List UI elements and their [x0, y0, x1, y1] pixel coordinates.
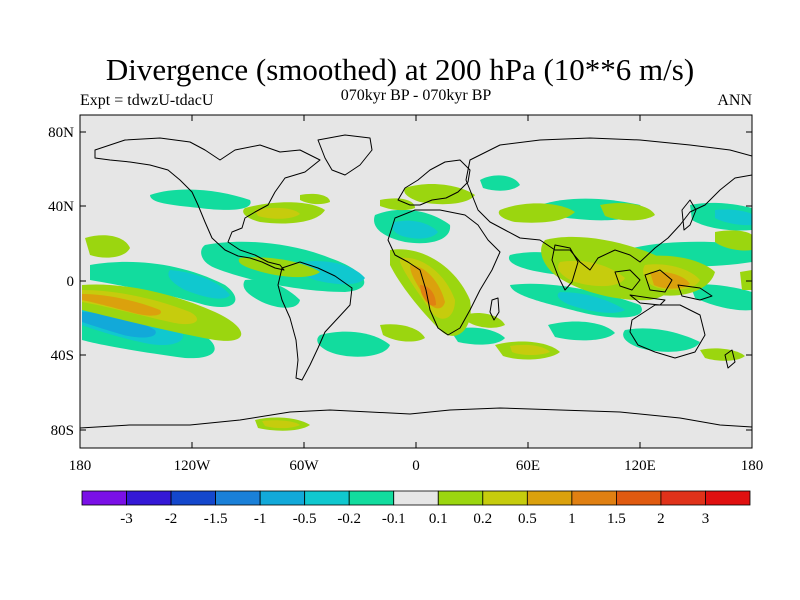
colorbar-swatch [348, 490, 395, 506]
colorbar-label: 1 [568, 511, 576, 527]
colorbar-label: -0.2 [337, 511, 361, 527]
colorbar-label: 0.2 [473, 511, 492, 527]
colorbar-swatch [215, 490, 261, 506]
lat-label: 40N [48, 199, 74, 215]
colorbar-label: 3 [702, 511, 710, 527]
experiment-label: Expt = tdwzU-tdacU [80, 92, 214, 109]
colorbar-swatch [437, 490, 484, 506]
lon-label: 180 [741, 458, 764, 474]
colorbar-swatch [616, 490, 662, 506]
colorbar-swatch [482, 490, 528, 506]
lon-label: 120W [174, 458, 212, 474]
positive-anomalies [82, 184, 752, 431]
lon-label: 60E [516, 458, 540, 474]
colorbar-label: -0.5 [293, 511, 317, 527]
lat-label: 80N [48, 125, 74, 141]
lon-label: 120E [624, 458, 656, 474]
colorbar-swatch [170, 490, 216, 506]
plot-subtitle: 070kyr BP - 070kyr BP [340, 87, 492, 104]
lat-label: 80S [51, 423, 74, 439]
colorbar-label: -3 [120, 511, 133, 527]
colorbar-swatch [393, 490, 439, 506]
colorbar-swatch [571, 490, 617, 506]
colorbar-swatch [304, 490, 350, 506]
plot-title: Divergence (smoothed) at 200 hPa (10**6 … [105, 52, 695, 87]
longitude-axis: 180 120W 60W 0 60E 120E 180 [69, 115, 764, 474]
colorbar: -3 -2 -1.5 -1 -0.5 -0.2 -0.1 0.1 0.2 0.5 1 1.5 2 3 [81, 490, 751, 527]
colorbar-swatch [660, 490, 706, 506]
colorbar-label: 0.5 [518, 511, 537, 527]
coastlines [80, 134, 752, 429]
colorbar-swatch [526, 490, 573, 506]
lat-label: 40S [51, 348, 74, 364]
colorbar-label: 1.5 [607, 511, 626, 527]
lon-label: 0 [412, 458, 420, 474]
colorbar-label: -1.5 [204, 511, 228, 527]
lon-label: 60W [289, 458, 319, 474]
lat-label: 0 [67, 274, 75, 290]
colorbar-label: -2 [165, 511, 178, 527]
colorbar-swatch [126, 490, 172, 506]
colorbar-swatch [259, 490, 306, 506]
colorbar-label: 0.1 [429, 511, 448, 527]
lon-label: 180 [69, 458, 92, 474]
colorbar-swatch [705, 490, 751, 506]
divergence-field [80, 134, 752, 431]
latitude-axis: 80N 40N 0 40S 80S [48, 125, 752, 439]
colorbar-label: -1 [254, 511, 267, 527]
period-label: ANN [717, 92, 752, 109]
colorbar-label: 2 [657, 511, 665, 527]
colorbar-label: -0.1 [382, 511, 406, 527]
colorbar-swatch [81, 490, 127, 506]
